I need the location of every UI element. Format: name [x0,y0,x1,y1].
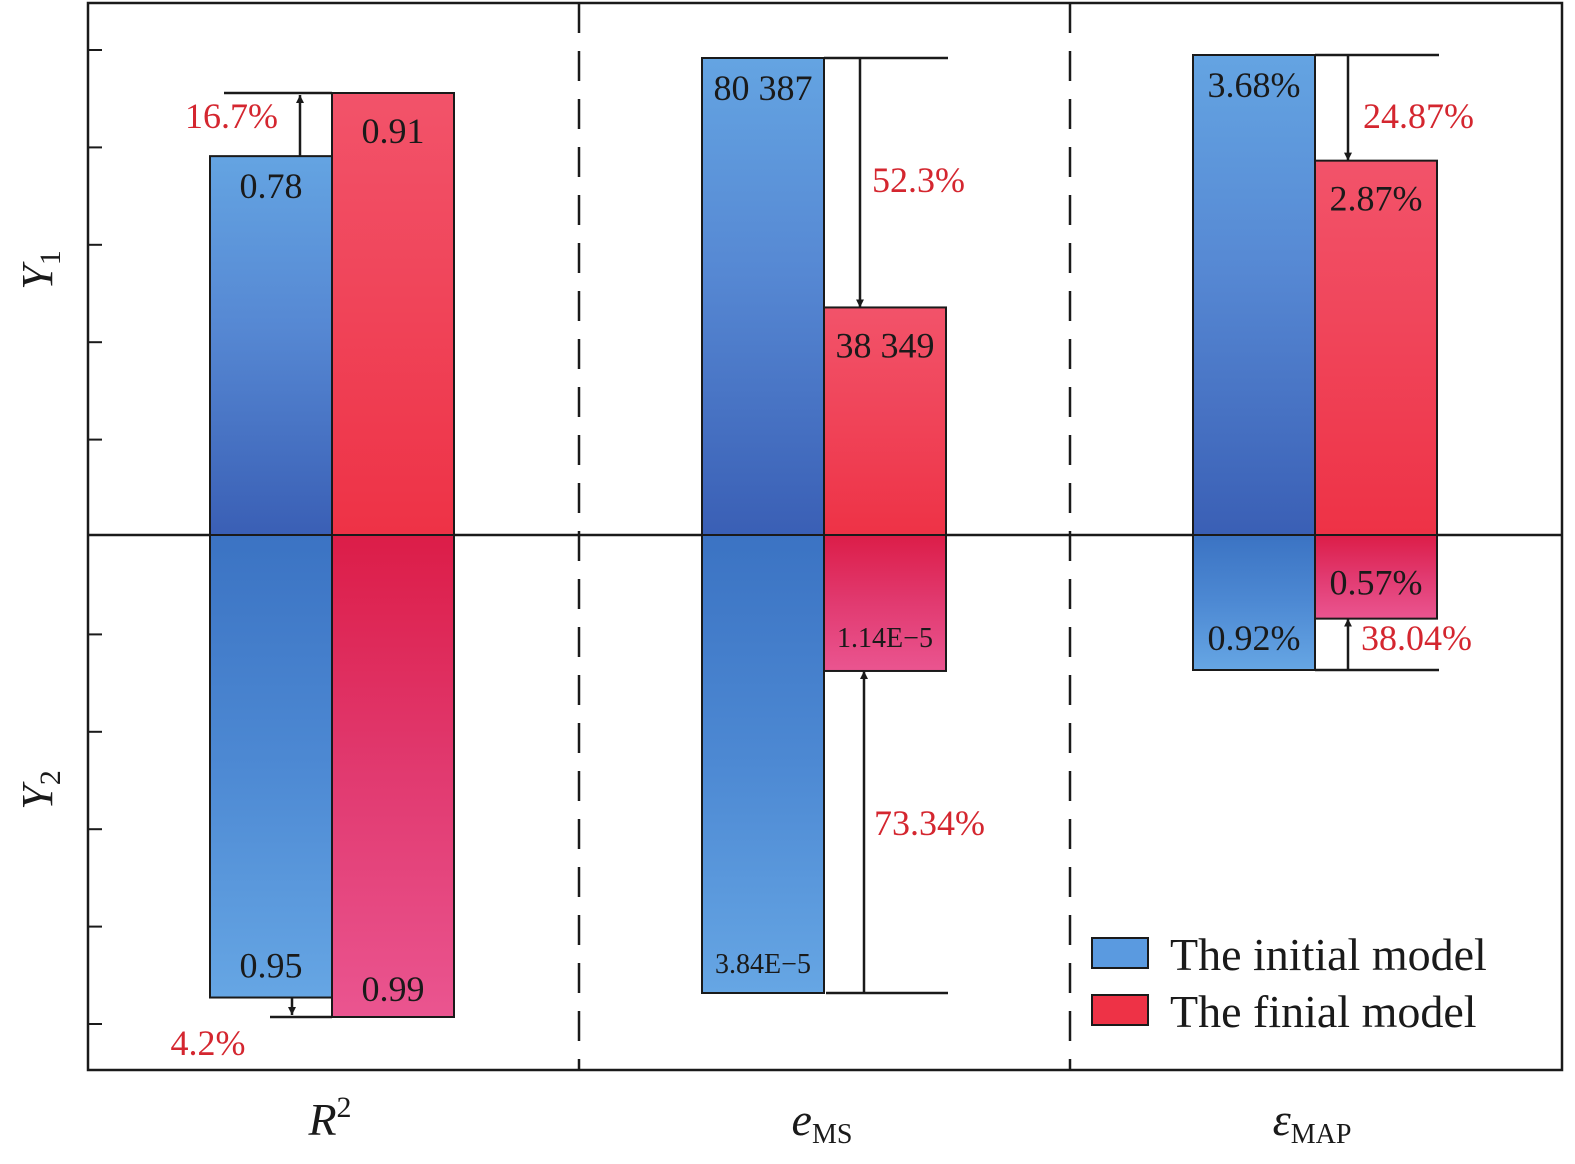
value-label-initial-y1: 0.78 [240,166,303,206]
value-label-initial-y2: 0.95 [240,946,303,986]
x-category-label-emap-main: ε [1273,1094,1292,1145]
value-labels-layer: 0.78 0.91 0.95 0.99 16.7% 4.2% 80 387 38 349 3.8… [171,65,1475,1063]
bar-initial-y2 [701,534,825,994]
change-label-y1: 52.3% [872,160,965,200]
value-label-initial-y2: 0.92% [1208,618,1301,658]
legend-label-final: The finial model [1170,986,1477,1037]
y1-axis-label: Y1 [13,250,67,289]
y2-axis-label: Y2 [13,770,67,809]
bar-initial-y2 [1192,534,1316,671]
bar-initial-y1 [1192,54,1316,536]
bar-final-y1 [331,92,455,536]
value-label-final-y1: 0.91 [362,111,425,151]
legend-label-initial: The initial model [1170,929,1487,980]
change-arrows-layer [224,53,1439,1019]
x-category-label-ems-main: e [792,1094,812,1145]
change-label-y1: 16.7% [185,96,278,136]
x-category-label-r2: R2 [307,1091,351,1145]
value-label-final-y1: 38 349 [836,325,935,365]
value-label-final-y1: 2.87% [1330,179,1423,219]
legend-swatch-initial [1091,937,1149,969]
change-label-y2: 38.04% [1361,618,1472,658]
change-label-y2: 4.2% [171,1023,246,1063]
x-category-label-r2-sup: 2 [337,1091,352,1124]
x-category-label-ems: eMS [792,1094,853,1150]
bar-initial-y2 [209,534,333,999]
y1-axis-label-main: Y [13,261,62,290]
value-label-final-y2: 1.14E−5 [837,623,933,654]
bar-final-y1 [823,306,947,536]
x-category-label-emap-sub: MAP [1291,1119,1352,1150]
x-category-label-ems-sub: MS [812,1119,852,1150]
x-category-label-r2-main: R [307,1094,336,1145]
bar-initial-y1 [209,155,333,536]
bar-final-y1 [1314,159,1438,537]
value-label-final-y2: 0.99 [362,969,425,1009]
value-label-initial-y2: 3.84E−5 [715,949,811,980]
plot-border [86,1,1564,1072]
value-label-initial-y1: 80 387 [714,68,813,108]
x-category-label-emap: εMAP [1273,1094,1352,1150]
bars-layer [209,54,1438,1018]
bar-final-y2 [1314,534,1438,620]
legend-swatch-final [1091,994,1149,1026]
y1-axis-label-sub: 1 [34,250,67,265]
change-label-y1: 24.87% [1363,96,1474,136]
bar-final-y2 [331,534,455,1018]
change-label-y2: 73.34% [874,803,985,843]
y2-axis-label-sub: 2 [34,770,67,785]
value-label-final-y2: 0.57% [1330,563,1423,603]
legend: The initial model The finial model [1091,929,1487,1037]
y2-axis-label-main: Y [13,781,62,810]
bar-initial-y1 [701,57,825,536]
bar-final-y2 [823,534,947,672]
value-label-initial-y1: 3.68% [1208,65,1301,105]
